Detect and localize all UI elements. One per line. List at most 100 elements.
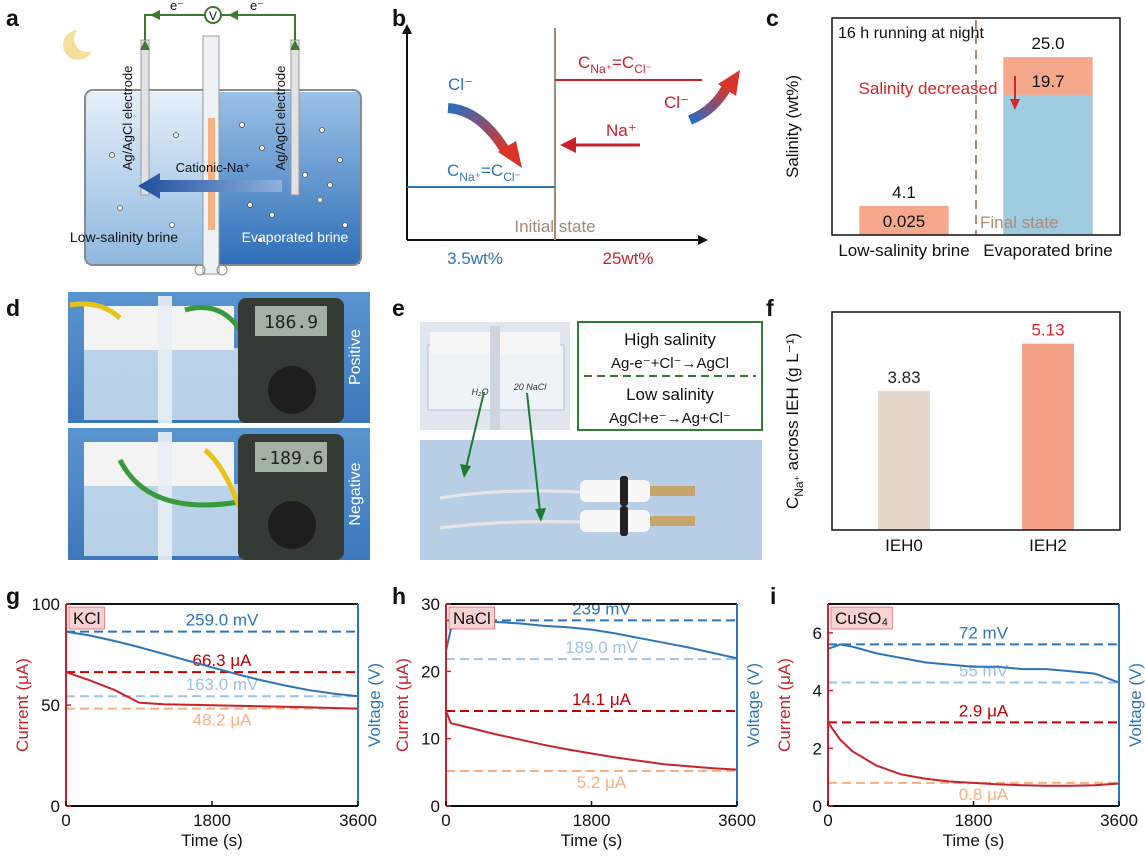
x-axis-label: Time (s) bbox=[561, 831, 623, 850]
panel-label: h bbox=[392, 583, 406, 609]
value-label: 3.83 bbox=[887, 368, 920, 387]
reference-label: 14.1 μA bbox=[572, 690, 632, 709]
x-tick-label: 0 bbox=[61, 811, 70, 830]
brine-label: Low-salinity brine bbox=[68, 229, 180, 246]
panel-label: a bbox=[6, 5, 19, 31]
reference-label: 66.3 μA bbox=[193, 651, 253, 670]
panel-label: g bbox=[6, 583, 20, 609]
y-tick-label: 0 bbox=[431, 797, 440, 816]
reaction-equation: AgCl+e⁻→Ag+Cl⁻ bbox=[609, 410, 731, 427]
photo bbox=[68, 292, 370, 423]
photo bbox=[420, 440, 762, 560]
y-tick-label: 2 bbox=[813, 739, 822, 758]
x-tick-label: IEH0 bbox=[824, 536, 984, 556]
anion-arrow bbox=[448, 108, 505, 150]
figure: a b c d e f g h i V e⁻ e⁻ Ag/AgCl electr… bbox=[0, 0, 1145, 868]
brine-label: Evaporated brine bbox=[240, 229, 350, 246]
annotation: Salinity decreased bbox=[859, 79, 998, 98]
panel-b-diagram: Cl⁻ CNa⁺=CCl⁻ CNa⁺=CCl⁻ Na⁺ Cl⁻ Initial … bbox=[402, 24, 740, 268]
plot-frame bbox=[832, 312, 1120, 530]
electrode-label: Ag/AgCl electrode bbox=[120, 66, 135, 171]
reaction-equation: Ag-e⁻+Cl⁻→AgCl bbox=[611, 355, 729, 372]
panel-e: H₂O 20 NaCl High salinity Ag-e⁻+Cl⁻→AgCl… bbox=[420, 322, 762, 560]
y-tick-label: 20 bbox=[421, 662, 440, 681]
electron-label: e⁻ bbox=[250, 0, 264, 13]
y-axis-label-part: Na⁺ bbox=[792, 475, 806, 497]
electrode bbox=[291, 40, 299, 195]
meter-reading: 186.9 bbox=[264, 312, 318, 333]
chart-title: NaCl bbox=[453, 609, 491, 628]
x-axis-label: Time (s) bbox=[943, 831, 1005, 850]
value-label: 5.13 bbox=[1031, 321, 1064, 340]
y-tick-label: 30 bbox=[421, 595, 440, 614]
value-label: 25.0 bbox=[1031, 34, 1064, 53]
eq-part: =C bbox=[481, 161, 503, 180]
anion-arrow bbox=[690, 85, 728, 120]
value-label: 19.7 bbox=[1031, 72, 1064, 91]
x-tick-label: 3600 bbox=[718, 811, 756, 830]
chart-title: CuSO₄ bbox=[835, 609, 888, 628]
handwriting: H₂O bbox=[472, 387, 489, 397]
eq-part: C bbox=[578, 53, 590, 72]
eq-part: Na⁺ bbox=[590, 62, 612, 76]
data-line bbox=[446, 711, 737, 770]
x-tick-label: Evaporated brine bbox=[968, 241, 1128, 261]
panel-label: c bbox=[766, 5, 779, 31]
electron-label: e⁻ bbox=[170, 0, 184, 13]
anion-label: Cl⁻ bbox=[664, 93, 689, 112]
panel-label: b bbox=[392, 5, 406, 31]
voltmeter-label: V bbox=[209, 9, 217, 23]
x-tick-label: 0 bbox=[441, 811, 450, 830]
panel-label: e bbox=[392, 295, 405, 321]
bar bbox=[878, 391, 930, 530]
wire bbox=[145, 15, 205, 40]
cation-label: Na⁺ bbox=[606, 121, 637, 140]
anion-label: Cl⁻ bbox=[448, 75, 473, 94]
panel-label: i bbox=[770, 583, 776, 609]
electrode bbox=[141, 40, 149, 195]
y-axis-label: Current (μA) bbox=[775, 658, 794, 752]
reference-label: 55 mV bbox=[959, 662, 1009, 681]
moon-shadow bbox=[74, 26, 100, 52]
reference-label: 239 mV bbox=[572, 599, 631, 618]
panel-d-photos: 186.9 Positive -189.6 Negative bbox=[68, 292, 370, 560]
annotation: Final state bbox=[980, 213, 1058, 232]
x-tick-label: 1800 bbox=[955, 811, 993, 830]
reference-label: 163.0 mV bbox=[186, 675, 259, 694]
reference-label: 48.2 μA bbox=[193, 711, 253, 730]
figure-canvas: a b c d e f g h i V e⁻ e⁻ Ag/AgCl electr… bbox=[0, 0, 1145, 868]
y2-axis-label: Voltage (V) bbox=[365, 663, 384, 747]
annotation: 16 h running at night bbox=[838, 25, 984, 42]
reaction-condition: Low salinity bbox=[626, 385, 714, 404]
x-tick-label: 0 bbox=[823, 811, 832, 830]
y-axis-label: CNa⁺ across IEH (g L⁻¹) bbox=[783, 333, 806, 509]
x-tick-label: 1800 bbox=[193, 811, 231, 830]
equal-label: CNa⁺=CCl⁻ bbox=[578, 53, 652, 76]
meter-reading: -189.6 bbox=[258, 448, 323, 469]
equal-label: CNa⁺=CCl⁻ bbox=[447, 161, 521, 184]
y-tick-label: 0 bbox=[51, 797, 60, 816]
x-tick-label: 3600 bbox=[1100, 811, 1138, 830]
y2-axis-label: Voltage (V) bbox=[744, 663, 763, 747]
eq-part: Na⁺ bbox=[459, 170, 481, 184]
arrowhead bbox=[150, 10, 160, 20]
y-tick-label: 0 bbox=[813, 797, 822, 816]
eq-part: =C bbox=[612, 53, 634, 72]
x-axis-label: Time (s) bbox=[181, 831, 243, 850]
concentration-label: 25wt% bbox=[602, 249, 653, 268]
bar bbox=[1022, 344, 1074, 530]
value-label: 4.1 bbox=[892, 183, 916, 202]
eq-part: Cl⁻ bbox=[634, 62, 652, 76]
arrowhead bbox=[698, 235, 708, 245]
concentration-label: 3.5wt% bbox=[447, 249, 503, 268]
y-tick-label: 6 bbox=[813, 624, 822, 643]
electrode-label: Ag/AgCl electrode bbox=[273, 66, 288, 171]
reaction-condition: High salinity bbox=[624, 330, 716, 349]
handwriting: 20 NaCl bbox=[513, 382, 548, 392]
y-axis-label-part: across IEH (g L⁻¹) bbox=[783, 333, 802, 475]
data-line bbox=[828, 722, 1119, 786]
reference-label: 189.0 mV bbox=[565, 638, 638, 657]
polarity-label: Positive bbox=[347, 329, 364, 385]
value-label: 0.025 bbox=[883, 212, 926, 231]
reference-label: 259.0 mV bbox=[186, 611, 259, 630]
